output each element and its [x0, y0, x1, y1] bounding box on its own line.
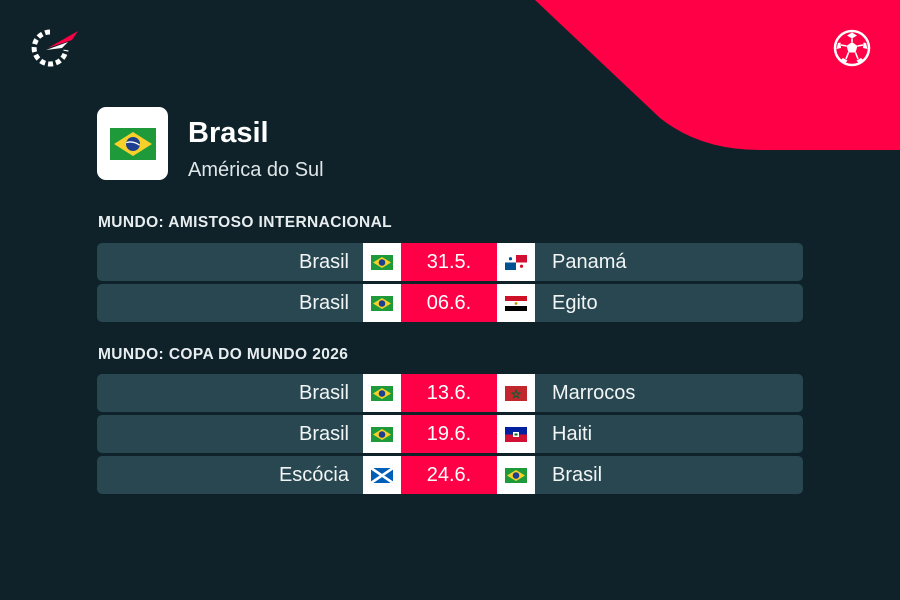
- match-date: 06.6.: [401, 284, 497, 322]
- away-flag-cell: [497, 284, 535, 322]
- home-team-name: Brasil: [299, 284, 349, 322]
- section-title-friendly: MUNDO: AMISTOSO INTERNACIONAL: [98, 214, 392, 232]
- brazil-flag-icon: [505, 468, 527, 483]
- team-region: América do Sul: [188, 159, 324, 182]
- away-flag-cell: [497, 374, 535, 412]
- home-team-name: Escócia: [279, 456, 349, 494]
- match-date: 24.6.: [401, 456, 497, 494]
- haiti-flag-icon: [505, 427, 527, 442]
- away-team-name: Marrocos: [552, 374, 635, 412]
- brazil-flag-icon: [371, 296, 393, 311]
- egypt-flag-icon: [505, 296, 527, 311]
- home-flag-cell: [363, 374, 401, 412]
- match-date: 31.5.: [401, 243, 497, 281]
- panama-flag-icon: [505, 255, 527, 270]
- brazil-flag-icon: [371, 427, 393, 442]
- away-team-name: Panamá: [552, 243, 627, 281]
- home-flag-cell: [363, 243, 401, 281]
- away-flag-cell: [497, 243, 535, 281]
- match-row[interactable]: Brasil 06.6. Egito: [97, 284, 803, 322]
- away-team-name: Egito: [552, 284, 598, 322]
- home-flag-cell: [363, 284, 401, 322]
- home-team-name: Brasil: [299, 243, 349, 281]
- home-flag-cell: [363, 415, 401, 453]
- team-name: Brasil: [188, 117, 269, 150]
- brazil-flag-icon: [371, 386, 393, 401]
- home-team-name: Brasil: [299, 374, 349, 412]
- away-flag-cell: [497, 415, 535, 453]
- football-icon: [832, 28, 872, 68]
- scotland-flag-icon: [371, 468, 393, 483]
- team-flag-box: [97, 107, 168, 180]
- match-row[interactable]: Brasil 19.6. Haiti: [97, 415, 803, 453]
- match-row[interactable]: Escócia 24.6. Brasil: [97, 456, 803, 494]
- away-team-name: Haiti: [552, 415, 592, 453]
- section-title-world-cup: MUNDO: COPA DO MUNDO 2026: [98, 346, 348, 364]
- home-team-name: Brasil: [299, 415, 349, 453]
- home-flag-cell: [363, 456, 401, 494]
- morocco-flag-icon: [505, 386, 527, 401]
- brazil-flag-icon: [110, 128, 156, 160]
- away-team-name: Brasil: [552, 456, 602, 494]
- away-flag-cell: [497, 456, 535, 494]
- match-date: 19.6.: [401, 415, 497, 453]
- brand-logo-icon: [28, 28, 80, 68]
- brazil-flag-icon: [371, 255, 393, 270]
- match-date: 13.6.: [401, 374, 497, 412]
- match-row[interactable]: Brasil 13.6. Marrocos: [97, 374, 803, 412]
- match-row[interactable]: Brasil 31.5. Panamá: [97, 243, 803, 281]
